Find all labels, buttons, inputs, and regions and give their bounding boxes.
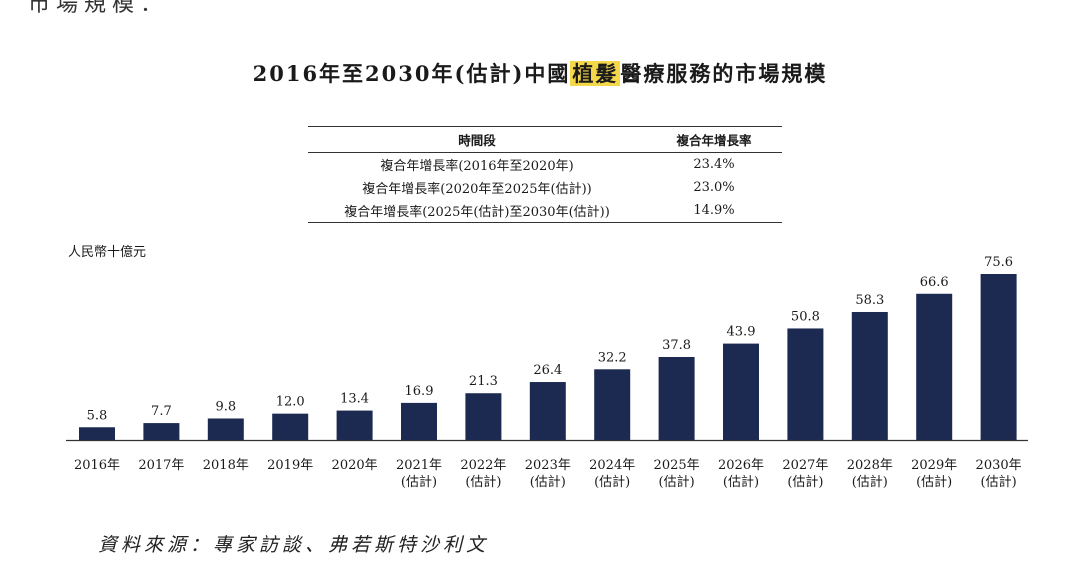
table-row: 複合年增長率(2020年至2025年(估計)) 23.0% bbox=[308, 176, 782, 199]
header-rate: 複合年增長率 bbox=[646, 126, 782, 153]
unit-label: 人民幣十億元 bbox=[68, 245, 147, 260]
tick-label: 2026年 bbox=[718, 458, 764, 473]
table-row: 複合年增長率(2016年至2020年) 23.4% bbox=[308, 153, 782, 177]
rate-cell: 23.0% bbox=[693, 180, 735, 195]
data-label: 5.8 bbox=[87, 408, 108, 423]
tick-label: 2029年 bbox=[911, 458, 957, 473]
bar bbox=[529, 382, 566, 440]
data-label: 66.6 bbox=[920, 275, 949, 290]
tick-label: 2027年 bbox=[782, 458, 828, 473]
data-label: 50.8 bbox=[791, 309, 820, 324]
bar bbox=[207, 418, 244, 440]
data-label: 26.4 bbox=[533, 363, 562, 378]
tick-sublabel: (估計) bbox=[530, 474, 566, 490]
tick-sublabel: (估計) bbox=[723, 474, 759, 490]
tick-sublabel: (估計) bbox=[465, 474, 501, 490]
data-label: 13.4 bbox=[340, 392, 369, 407]
period-cell: 複合年增長率(2020年至2025年(估計)) bbox=[362, 182, 592, 197]
period-cell: 複合年增長率(2016年至2020年) bbox=[380, 159, 574, 174]
bar bbox=[787, 328, 824, 440]
table-row: 複合年增長率(2025年(估計)至2030年(估計)) 14.9% bbox=[308, 199, 782, 223]
source-note: 資料來源：專家訪談、弗若斯特沙利文 bbox=[98, 534, 490, 556]
data-label: 12.0 bbox=[276, 395, 305, 410]
data-label: 21.3 bbox=[469, 374, 498, 389]
rate-cell: 23.4% bbox=[693, 157, 735, 172]
title-highlight: 植髮 bbox=[570, 61, 621, 86]
cagr-table: 時間段 複合年增長率 複合年增長率(2016年至2020年) 23.4% 複合年… bbox=[308, 126, 782, 223]
data-label: 9.8 bbox=[215, 399, 236, 414]
tick-label: 2021年 bbox=[396, 458, 442, 473]
tick-label: 2020年 bbox=[332, 458, 378, 473]
data-label: 43.9 bbox=[727, 325, 756, 340]
tick-sublabel: (估計) bbox=[401, 474, 437, 490]
bar bbox=[465, 393, 502, 440]
tick-label: 2019年 bbox=[267, 458, 313, 473]
bar bbox=[851, 311, 888, 440]
chart-title: 2016年至2030年(估計)中國植髮醫療服務的市場規模 bbox=[0, 58, 1080, 88]
tick-label: 2023年 bbox=[525, 458, 571, 473]
top-text-fragment: 市場規模： bbox=[28, 0, 169, 17]
title-after: 醫療服務的市場規模 bbox=[620, 61, 828, 86]
tick-sublabel: (估計) bbox=[981, 474, 1017, 490]
header-period: 時間段 bbox=[308, 126, 646, 153]
data-label: 37.8 bbox=[662, 338, 691, 353]
bar bbox=[658, 357, 695, 440]
bar bbox=[916, 293, 953, 440]
data-label: 7.7 bbox=[151, 404, 172, 419]
tick-label: 2017年 bbox=[138, 458, 184, 473]
tick-label: 2024年 bbox=[589, 458, 635, 473]
data-label: 58.3 bbox=[855, 293, 884, 308]
tick-sublabel: (估計) bbox=[916, 474, 952, 490]
tick-sublabel: (估計) bbox=[594, 474, 630, 490]
data-label: 75.6 bbox=[984, 255, 1013, 270]
bar bbox=[272, 413, 309, 440]
title-before: 2016年至2030年(估計)中國 bbox=[252, 61, 571, 86]
data-label: 16.9 bbox=[405, 384, 434, 399]
bar bbox=[980, 274, 1017, 440]
tick-label: 2028年 bbox=[847, 458, 893, 473]
rate-cell: 14.9% bbox=[646, 199, 782, 223]
tick-label: 2016年 bbox=[74, 458, 120, 473]
period-cell: 複合年增長率(2025年(估計)至2030年(估計)) bbox=[308, 199, 646, 223]
bar bbox=[594, 369, 631, 440]
tick-sublabel: (估計) bbox=[852, 474, 888, 490]
tick-sublabel: (估計) bbox=[787, 474, 823, 490]
bar bbox=[723, 343, 759, 440]
data-label: 32.2 bbox=[598, 350, 627, 365]
tick-label: 2018年 bbox=[203, 458, 249, 473]
bar bbox=[336, 410, 373, 440]
tick-label: 2025年 bbox=[654, 458, 700, 473]
bar bbox=[401, 402, 437, 440]
tick-label: 2022年 bbox=[460, 458, 506, 473]
tick-sublabel: (估計) bbox=[659, 474, 695, 490]
bar bbox=[79, 427, 115, 440]
bar bbox=[143, 423, 180, 440]
tick-label: 2030年 bbox=[976, 458, 1022, 473]
cagr-header-row: 時間段 複合年增長率 bbox=[308, 126, 782, 153]
